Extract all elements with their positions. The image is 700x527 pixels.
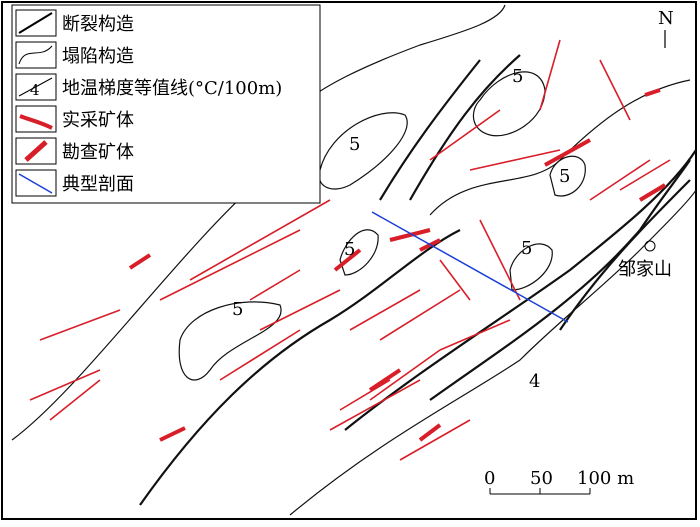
contour-label: 4 bbox=[529, 371, 540, 392]
contour-label: 5 bbox=[349, 134, 360, 155]
section-line bbox=[371, 211, 569, 323]
north-label: N bbox=[658, 8, 674, 29]
contour-label: 5 bbox=[559, 166, 570, 187]
legend-label: 地温梯度等值线(°C/100m) bbox=[62, 78, 282, 99]
contour-label: 5 bbox=[232, 299, 243, 320]
contour-label: 5 bbox=[512, 66, 523, 87]
legend: 4 断裂构造 塌陷构造 地温梯度等值线(°C/100m) 实采矿体 勘查矿体 典… bbox=[11, 4, 321, 204]
faults bbox=[139, 54, 697, 506]
legend-label: 勘查矿体 bbox=[62, 142, 134, 163]
contour-label: 5 bbox=[344, 239, 355, 260]
scale-bar: 0 50 100 m bbox=[484, 468, 634, 495]
contour-label: 5 bbox=[521, 238, 532, 259]
legend-label: 断裂构造 bbox=[62, 14, 134, 35]
scale-label: 50 bbox=[530, 468, 553, 489]
ore-bodies bbox=[29, 39, 671, 461]
legend-frame bbox=[11, 4, 321, 204]
legend-label: 塌陷构造 bbox=[62, 46, 134, 67]
legend-label: 实采矿体 bbox=[62, 110, 134, 131]
legend-label: 典型剖面 bbox=[62, 174, 134, 195]
scale-label: 100 m bbox=[577, 468, 634, 489]
place-label: 邹家山 bbox=[618, 259, 672, 280]
place-marker bbox=[644, 240, 656, 252]
legend-symbol: 4 bbox=[30, 81, 40, 99]
scale-label: 0 bbox=[484, 468, 495, 489]
